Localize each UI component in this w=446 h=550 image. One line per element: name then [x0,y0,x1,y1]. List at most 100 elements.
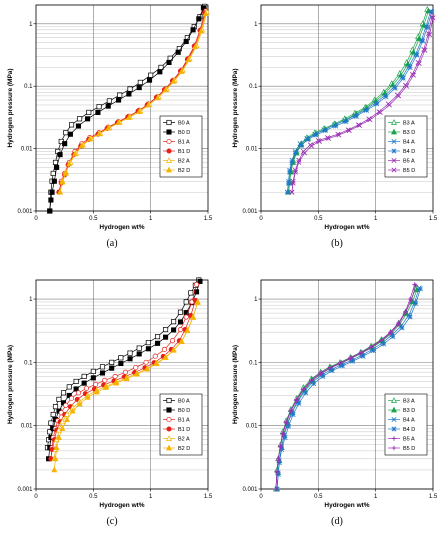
data-point [399,325,405,331]
legend-entry: B5 A [403,437,415,443]
data-point [178,68,185,74]
data-point [377,109,383,115]
x-axis-label: Hydrogen wt% [99,224,144,231]
data-point [305,136,311,142]
data-point [298,143,304,149]
x-axis-label: Hydrogen wt% [324,502,369,509]
data-point [102,377,108,383]
data-point [163,334,169,340]
series-line-b3-d [288,10,429,193]
data-point [296,159,302,165]
legend: B3 A B3 D B4 A B4 D B5 A B5 D [384,393,428,456]
data-point [47,208,53,214]
data-point [183,314,189,320]
data-point [424,24,430,30]
data-point [358,351,363,356]
data-point [348,356,353,361]
data-point [126,91,132,97]
data-point [62,170,69,176]
panel-label: (d) [331,516,343,527]
data-point [284,189,290,195]
data-point [96,104,102,110]
legend-entry: B0 A [178,121,190,127]
data-point [429,9,435,15]
data-point [145,340,151,346]
data-point [76,400,83,407]
data-point [197,278,203,284]
data-point [427,32,433,38]
data-point [109,359,115,365]
data-point [170,77,177,84]
legend-marker [166,129,172,135]
data-point [85,116,91,122]
data-point [397,71,404,78]
legend-marker [391,426,397,432]
data-point [68,122,75,128]
data-point [353,113,359,119]
y-tick-label: 0.01 [246,147,258,153]
data-point [162,354,169,360]
data-point [326,136,332,142]
legend-marker [166,435,172,441]
data-point [136,345,142,351]
data-point [77,116,83,122]
legend-marker [391,139,397,144]
legend-entry: B2 A [178,159,190,165]
data-point [170,346,177,353]
series-group [47,3,210,214]
data-point [177,309,184,315]
data-point [184,327,191,334]
legend-marker [166,426,172,432]
data-point [411,72,416,78]
x-axis-label: Hydrogen wt% [324,224,369,231]
legend-marker [391,167,397,173]
data-point [339,363,345,369]
legend-marker [391,417,397,422]
data-point [417,286,423,292]
series-line-b4-a [287,10,432,193]
legend-marker [166,119,172,126]
legend-marker [391,406,397,413]
data-point [116,97,122,103]
legend-entry: B2 D [178,168,190,174]
chart-panel-3: 0 0.5 1 1.5 0.001 0.01 0.1 1 Hydrogen wt% Hydroge… [7,277,213,527]
legend-entry: B4 A [403,418,415,424]
x-tick-label: 0.5 [89,494,98,500]
y-axis-label: Hydrogen pressure (MPa) [7,345,14,424]
data-point [292,150,298,156]
legend-entry: B0 D [178,130,190,136]
data-point [48,197,54,203]
data-point [63,130,69,136]
data-point [66,160,73,167]
legend-marker [391,128,397,135]
y-tick-label: 1 [29,297,33,303]
y-tick-label: 0.1 [24,360,33,366]
series-group [284,6,436,195]
legend-marker [166,166,172,173]
data-point [177,319,184,325]
x-tick-label: 1 [374,494,378,500]
data-point [59,425,66,431]
data-point [296,157,302,163]
y-tick-label: 1 [254,22,258,28]
data-point [279,447,285,453]
data-point [407,64,413,70]
y-tick-label: 0.1 [24,84,33,90]
data-point [275,471,281,477]
data-point [152,353,158,359]
data-point [145,346,151,352]
data-point [169,338,176,344]
data-point [49,189,55,195]
data-point [62,141,68,147]
data-point [409,297,414,303]
data-point [329,368,335,374]
data-point [54,164,60,170]
legend-entry: B3 A [403,399,415,405]
data-point [117,92,123,98]
data-point [364,107,369,113]
x-tick-label: 1.5 [429,494,438,500]
data-point [290,412,296,418]
series-line-b1-d [50,300,196,459]
data-point [90,375,96,381]
legend: B3 A B3 D B4 A B4 D B5 A B5 D [384,115,428,178]
